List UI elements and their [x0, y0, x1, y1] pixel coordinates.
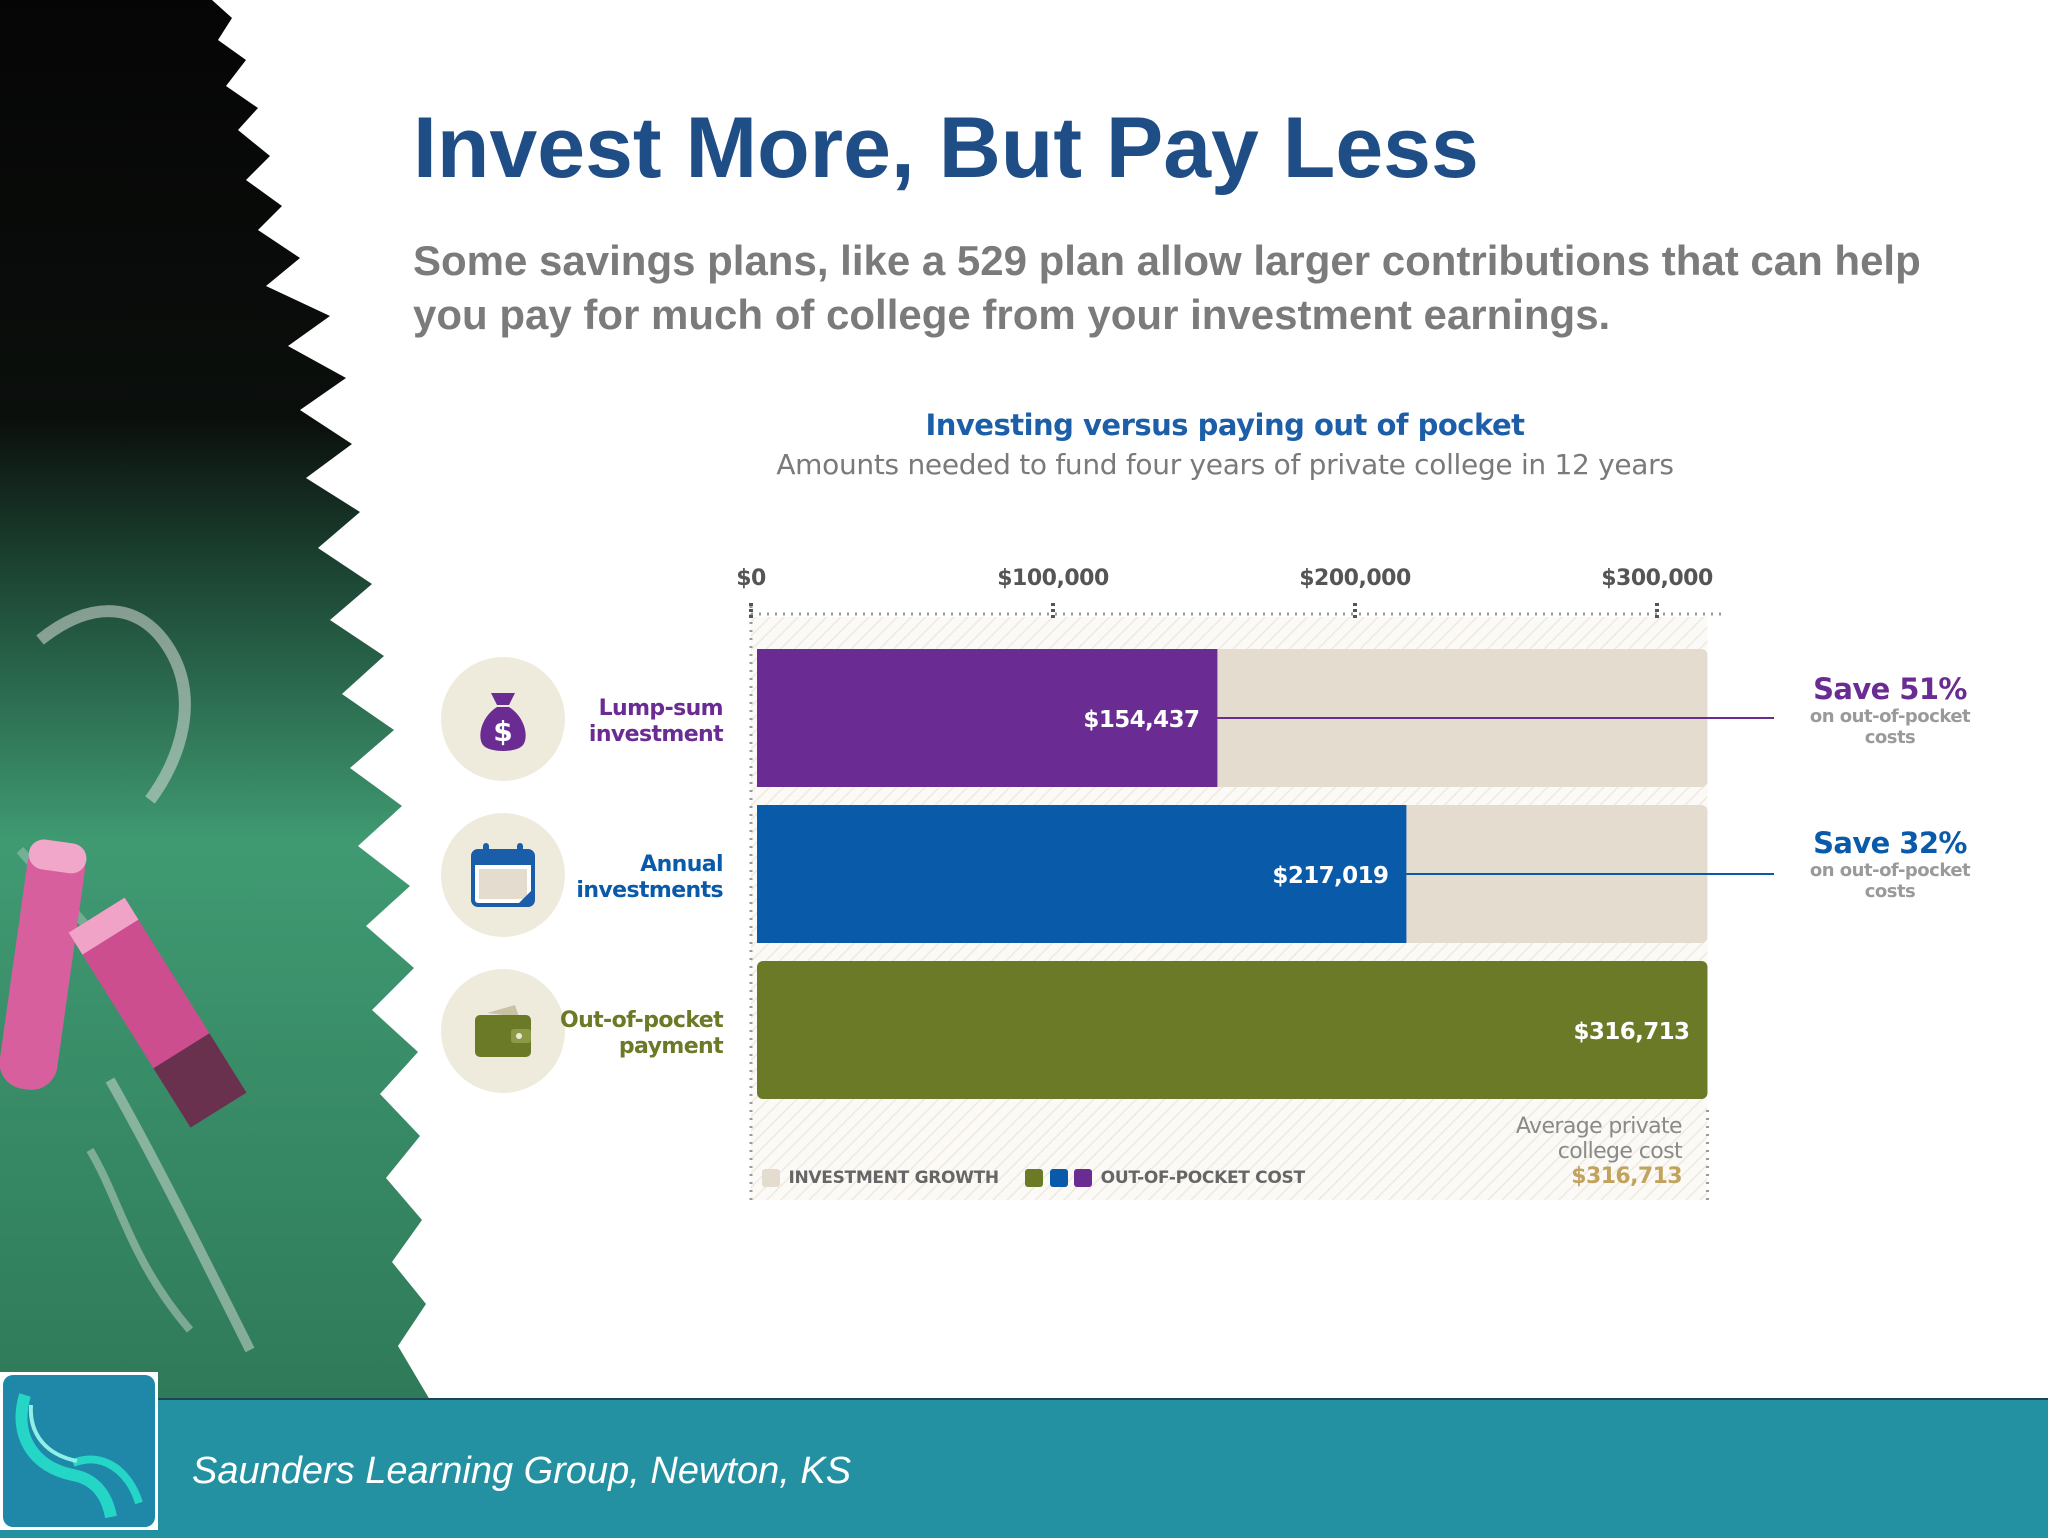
- money-bag-icon: $: [441, 657, 565, 781]
- svg-text:$: $: [493, 715, 512, 748]
- average-cost-value: $316,713: [1571, 1164, 1682, 1189]
- savings-title: Save 51%: [1813, 672, 1967, 706]
- footer-text: Saunders Learning Group, Newton, KS: [192, 1450, 852, 1492]
- slide-title: Invest More, But Pay Less: [413, 100, 1479, 196]
- row-label-line1: Annual: [640, 852, 723, 877]
- row-label-lump-sum: Lump-sum investment: [543, 696, 724, 748]
- chart-title: Investing versus paying out of pocket: [925, 408, 1525, 442]
- average-cost-line2: college cost: [1557, 1139, 1683, 1164]
- savings-note: on out-of-pocket costs: [1809, 860, 1971, 902]
- bar-data-label: $154,437: [1083, 707, 1199, 733]
- savings-title: Save 32%: [1813, 826, 1967, 860]
- footer-bar: [0, 1398, 2048, 1538]
- legend-label-cost: OUT-OF-POCKET COST: [1100, 1168, 1305, 1188]
- calendar-icon: [441, 813, 565, 937]
- row-label-line2: investment: [588, 722, 724, 747]
- x-tick-label: $0: [736, 566, 766, 591]
- savings-annotation-annual: Save 32% on out-of-pocket costs: [1790, 826, 1990, 902]
- x-tick-label: $300,000: [1601, 566, 1713, 591]
- chalkboard-image: [0, 0, 430, 1400]
- chart-legend: INVESTMENT GROWTH OUT-OF-POCKET COST: [762, 1168, 1327, 1192]
- bar-chart: $0 $100,000 $200,000 $300,000 $154,437 $217,0…: [736, 566, 1774, 1200]
- savings-note: on out-of-pocket costs: [1809, 706, 1971, 748]
- legend-swatch-green: [1025, 1169, 1044, 1187]
- row-label-line1: Out-of-pocket: [559, 1008, 724, 1033]
- bar-out-of-pocket-cost: [757, 805, 1407, 943]
- savings-annotation-lump-sum: Save 51% on out-of-pocket costs: [1790, 672, 1990, 748]
- bar-out-of-pocket-cost: [757, 961, 1708, 1099]
- slide-subtitle: Some savings plans, like a 529 plan allo…: [413, 237, 1921, 338]
- bar-out-of-pocket-cost: [757, 649, 1218, 787]
- legend-swatch-blue: [1049, 1169, 1068, 1187]
- row-label-out-of-pocket: Out-of-pocket payment: [543, 1008, 724, 1060]
- row-label-annual: Annual investments: [543, 852, 723, 904]
- bar-data-label: $217,019: [1272, 863, 1388, 889]
- bar-data-label: $316,713: [1574, 1019, 1690, 1045]
- row-label-line2: investments: [576, 878, 723, 903]
- x-tick-label: $200,000: [1299, 566, 1411, 591]
- wallet-icon: [441, 969, 565, 1093]
- average-cost-line1: Average private: [1515, 1114, 1683, 1139]
- x-tick-label: $100,000: [997, 566, 1109, 591]
- row-label-line2: payment: [618, 1034, 724, 1059]
- company-logo: [0, 1372, 158, 1530]
- chart-subtitle: Amounts needed to fund four years of pri…: [776, 448, 1674, 481]
- legend-swatch-growth: [762, 1169, 780, 1187]
- average-cost-label: Average private college cost $316,713: [1470, 1114, 1683, 1189]
- chalkboard-decoration: [0, 0, 430, 1400]
- row-label-line1: Lump-sum: [598, 696, 724, 721]
- legend-swatch-purple: [1074, 1169, 1093, 1187]
- legend-label-growth: INVESTMENT GROWTH: [788, 1168, 999, 1188]
